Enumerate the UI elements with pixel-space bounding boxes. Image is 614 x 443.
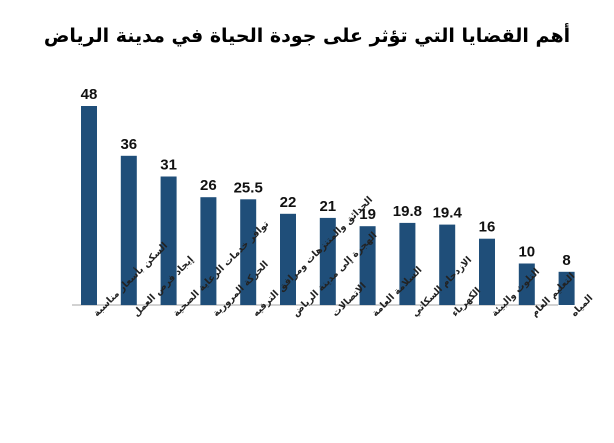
bar-2 — [120, 155, 137, 306]
bar-13 — [558, 271, 575, 305]
bar-4 — [200, 197, 217, 305]
value-label-5: 25.5 — [234, 179, 263, 196]
bar-12 — [518, 263, 535, 305]
bar-3 — [160, 176, 177, 305]
value-label-10: 19.4 — [433, 205, 463, 222]
bars-group — [81, 106, 575, 306]
value-label-11: 16 — [479, 219, 496, 236]
value-label-1: 48 — [81, 86, 98, 103]
bar-6 — [280, 213, 296, 305]
bar-11 — [479, 238, 495, 305]
bar-1 — [81, 106, 97, 305]
value-label-3: 31 — [160, 157, 177, 174]
bar-9 — [399, 222, 416, 305]
value-labels-group: 48 36 31 26 25.5 22 21 19 19.8 19.4 16 10 8 — [81, 86, 571, 269]
bar-10 — [439, 224, 456, 305]
value-label-2: 36 — [120, 136, 137, 153]
value-label-8: 19 — [359, 206, 376, 223]
bar-5 — [240, 199, 257, 305]
bar-7 — [319, 217, 336, 305]
value-label-9: 19.8 — [393, 203, 422, 220]
chart-title: أهم القضايا التي تؤثر على جودة الحياة في… — [44, 23, 570, 47]
value-label-13: 8 — [562, 252, 570, 269]
value-label-4: 26 — [200, 177, 217, 194]
bar-8 — [359, 226, 376, 305]
value-label-6: 22 — [280, 194, 297, 211]
value-label-12: 10 — [518, 244, 535, 261]
value-label-7: 21 — [319, 198, 336, 215]
